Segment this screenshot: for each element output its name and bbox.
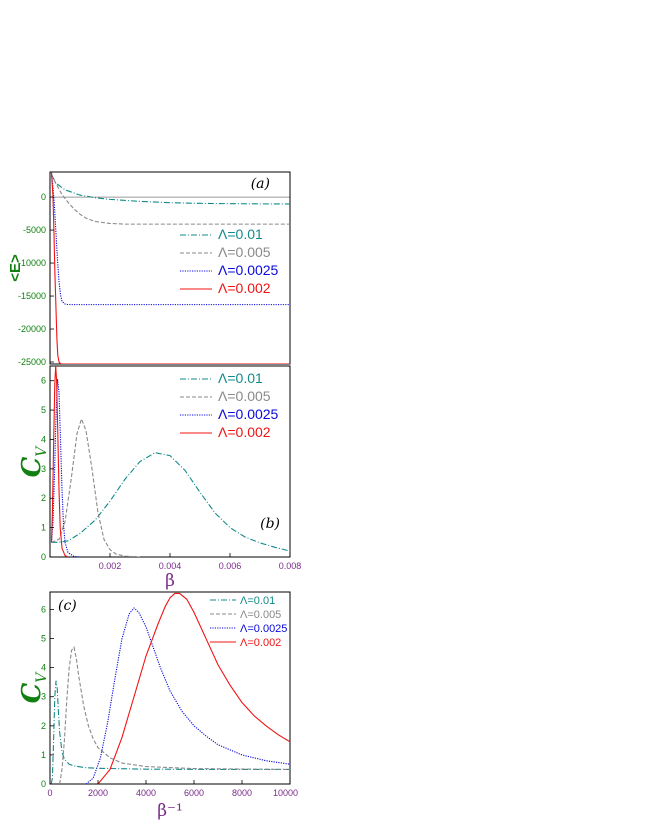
panel-b-xtick-label: 0.008 xyxy=(279,561,302,571)
panel-c-xtick-label: 6000 xyxy=(184,788,204,798)
panel-b-legend-label-4: Λ=0.002 xyxy=(218,424,271,440)
panel-b-ytick-label: 4 xyxy=(41,434,46,444)
panel-c-series-2 xyxy=(59,646,290,784)
panel-b-ytick-label: 0 xyxy=(41,552,46,562)
panel-a-ytick-label: -20000 xyxy=(18,324,46,334)
panel-b-series-4 xyxy=(50,366,69,557)
panel-a-legend-label-1: Λ=0.01 xyxy=(218,226,263,242)
panel-a-label: (a) xyxy=(251,176,270,192)
panel-b-series-3 xyxy=(50,379,81,557)
panel-b-legend-label-3: Λ=0.0025 xyxy=(218,406,279,422)
panel-a-legend-label-2: Λ=0.005 xyxy=(218,244,271,260)
panel-a-series-4 xyxy=(50,172,290,364)
panel-b-series-2 xyxy=(51,417,141,557)
panel-a-ytick-label: 0 xyxy=(41,192,46,202)
panel-c-ytick-label: 3 xyxy=(41,692,46,702)
panel-a-ytick-label: -5000 xyxy=(23,225,46,235)
panel-b-ylabel-c: C xyxy=(17,456,47,477)
panel-c-xtick-label: 0 xyxy=(47,788,52,798)
panel-c-xtick-label: 8000 xyxy=(232,788,252,798)
panel-c-ytick-label: 5 xyxy=(41,634,46,644)
panel-c-ylabel-sub: V xyxy=(34,671,50,683)
panel-c-series-3 xyxy=(85,607,290,784)
panel-b-ytick-label: 2 xyxy=(41,493,46,503)
panel-a-series-1 xyxy=(51,174,290,205)
panel-b-ylabel-sub: V xyxy=(34,445,50,457)
panel-b-legend-label-1: Λ=0.01 xyxy=(218,370,263,386)
panel-c-xlabel: β⁻¹ xyxy=(157,801,183,821)
panel-c-series-1 xyxy=(50,680,290,784)
panel-c-ytick-label: 1 xyxy=(41,750,46,760)
panel-b-xtick-label: 0.006 xyxy=(219,561,242,571)
panel-c-ytick-label: 6 xyxy=(41,604,46,614)
panel-b-series-1 xyxy=(51,452,290,552)
panel-c-legend-label-3: Λ=0.0025 xyxy=(240,623,287,635)
panel-b-ytick-label: 3 xyxy=(41,464,46,474)
panel-a-ytick-label: -25000 xyxy=(18,357,46,367)
panel-a: 0 -5000 -10000 -15000 -20000 -25000 (a) <E> Λ… xyxy=(7,171,291,367)
panel-a-series-2 xyxy=(51,174,290,225)
panel-c-series-4 xyxy=(97,592,290,784)
panel-a-ytick-label: -10000 xyxy=(18,258,46,268)
panel-a-legend-label-3: Λ=0.0025 xyxy=(218,262,279,278)
panel-c-frame xyxy=(49,591,291,785)
panel-c-ylabel-main: CV xyxy=(17,671,50,704)
panel-c-ylabel: CV xyxy=(17,671,50,704)
panel-c-legend-label-4: Λ=0.002 xyxy=(240,637,281,649)
panel-c-legend-label-2: Λ=0.005 xyxy=(240,609,281,621)
panel-b-ytick-label: 1 xyxy=(41,523,46,533)
panel-a-series-3 xyxy=(50,173,290,306)
panel-a-legend-label-4: Λ=0.002 xyxy=(218,280,271,296)
panel-b: 0 1 2 3 4 5 6 0.002 0.004 0.006 0.008 (b) CV β Λ=0… xyxy=(17,365,302,591)
panel-b-ylabel-main: CV xyxy=(17,445,50,478)
panel-c-ytick-label: 2 xyxy=(41,721,46,731)
panel-c-xtick-label: 2000 xyxy=(88,788,108,798)
panel-b-label: (b) xyxy=(260,516,280,532)
panel-b-xlabel: β xyxy=(165,571,175,591)
panel-c-xtick-label: 4000 xyxy=(136,788,156,798)
panel-b-xtick-label: 0.002 xyxy=(99,561,122,571)
panel-b-legend-label-2: Λ=0.005 xyxy=(218,388,271,404)
panel-b-ytick-label: 5 xyxy=(41,405,46,415)
panel-b-ylabel: CV xyxy=(17,445,50,478)
panel-a-ylabel: <E> xyxy=(7,254,24,282)
panel-a-ytick-label: -15000 xyxy=(18,291,46,301)
panel-b-ytick-label: 6 xyxy=(41,376,46,386)
panel-c: 0 1 2 3 4 5 6 0 2000 4000 6000 8000 10000 (c) CV β⁻¹… xyxy=(17,591,298,821)
panel-c-ylabel-c: C xyxy=(17,682,47,703)
panel-c-ytick-label: 4 xyxy=(41,663,46,673)
panel-c-legend-label-1: Λ=0.01 xyxy=(240,595,275,607)
panel-c-xtick-label: 10000 xyxy=(273,788,298,798)
panel-c-ytick-label: 0 xyxy=(41,779,46,789)
panel-b-xtick-label: 0.004 xyxy=(159,561,182,571)
panel-c-label: (c) xyxy=(58,598,77,614)
